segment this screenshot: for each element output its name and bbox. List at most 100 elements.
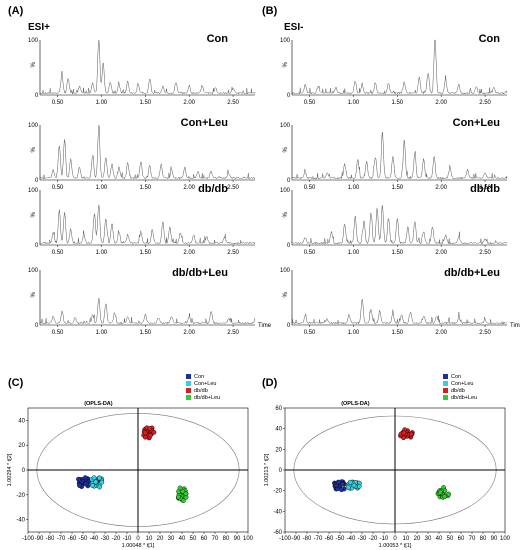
- x-tick-label: -80: [46, 536, 55, 542]
- y-tick-label: 100: [280, 38, 291, 44]
- data-point: [339, 481, 345, 487]
- y-tick-label: 100: [280, 123, 291, 129]
- x-tick-label: -50: [79, 536, 88, 542]
- data-point: [99, 479, 105, 485]
- x-tick-label: 1.00: [348, 185, 360, 191]
- data-point: [356, 483, 362, 489]
- x-tick-label: 10: [403, 536, 410, 542]
- panel-label-c: (C): [8, 377, 24, 389]
- y-axis-percent-label: %: [283, 292, 289, 298]
- y-tick-label: 0: [35, 93, 39, 99]
- x-tick-label: 1.50: [391, 100, 403, 106]
- legend-swatch: [443, 381, 448, 386]
- y-axis-title: 1.00294 * t[2]: [7, 453, 13, 486]
- x-tick-label: 1.00: [348, 330, 360, 336]
- x-tick-label: 1.00: [348, 250, 360, 256]
- legend-swatch: [186, 381, 191, 386]
- legend-label: Con+Leu: [451, 381, 473, 387]
- scatter-plot-group: (OPLS-DA)-100 -90 -80 -70 -60 -50 -40 -30 -20 -10…: [7, 374, 254, 549]
- y-tick-label: 100: [28, 268, 39, 274]
- x-axis-time-label: Time: [510, 323, 520, 329]
- ion-mode-label-a: ESI+: [28, 22, 50, 33]
- x-tick-label: 1.50: [139, 250, 151, 256]
- scatter-title: (OPLS-DA): [84, 401, 113, 407]
- y-tick-label: -20: [273, 489, 282, 495]
- chromatogram-trace-group: Con+Leu 100 0% 0.50 1.00 1.50 2.00 2.50: [280, 117, 508, 191]
- y-tick-label: -60: [273, 530, 282, 536]
- x-tick-label: -60: [68, 536, 77, 542]
- x-tick-label: 2.50: [479, 330, 491, 336]
- chromatogram-trace-line: [291, 39, 508, 95]
- x-tick-label: 2.50: [227, 250, 239, 256]
- chromatogram-trace-line: [291, 298, 508, 325]
- y-tick-label: 0: [35, 243, 39, 249]
- x-tick-label: -40: [347, 536, 356, 542]
- x-tick-label: 2.00: [435, 100, 447, 106]
- x-tick-label: 100: [500, 536, 511, 542]
- panel-label-d: (D): [262, 377, 278, 389]
- data-point: [83, 481, 89, 487]
- x-tick-label: 2.00: [183, 185, 195, 191]
- legend-label: db/db+Leu: [194, 395, 220, 401]
- x-tick-label: 2.00: [435, 330, 447, 336]
- panel-label-b: (B): [262, 5, 278, 17]
- x-tick-label: 90: [491, 536, 498, 542]
- x-tick-label: -10: [123, 536, 132, 542]
- x-tick-label: 2.50: [227, 100, 239, 106]
- x-tick-label: -100: [279, 536, 292, 542]
- x-tick-label: 2.50: [479, 100, 491, 106]
- chromatogram-trace-line: [39, 297, 256, 325]
- x-tick-label: 0.50: [304, 330, 316, 336]
- x-tick-label: -70: [57, 536, 66, 542]
- y-axis-percent-label: %: [31, 62, 37, 68]
- legend-swatch: [443, 374, 448, 379]
- x-tick-label: 0: [136, 536, 140, 542]
- scatter-area: (OPLS-DA)-100 -90 -80 -70 -60 -50 -40 -30 -20 -10…: [7, 374, 511, 549]
- x-tick-label: -20: [369, 536, 378, 542]
- data-point: [77, 483, 82, 488]
- chromatogram-trace-line: [39, 204, 256, 245]
- y-axis-percent-label: %: [283, 147, 289, 153]
- legend-label: Con+Leu: [194, 381, 216, 387]
- x-tick-label: 1.50: [139, 100, 151, 106]
- x-tick-label: 80: [480, 536, 487, 542]
- x-tick-label: 70: [212, 536, 219, 542]
- x-tick-label: 10: [146, 536, 153, 542]
- y-axis-percent-label: %: [31, 212, 37, 218]
- x-tick-label: -90: [35, 536, 44, 542]
- y-axis-percent-label: %: [283, 62, 289, 68]
- x-tick-label: 20: [157, 536, 164, 542]
- x-tick-label: 2.50: [227, 330, 239, 336]
- x-tick-label: 0.50: [304, 185, 316, 191]
- x-tick-label: 0.50: [304, 100, 316, 106]
- chromatogram-trace-group: db/db 100 0% 0.50 1.00 1.50 2.00 2.50: [28, 183, 256, 256]
- y-tick-label: -40: [16, 518, 25, 524]
- x-tick-label: 1.50: [391, 330, 403, 336]
- chromatogram-area: Con 100 0% 0.50 1.00 1.50 2.00 2.50 Con+Leu 100 0%…: [28, 33, 520, 336]
- x-tick-label: -50: [336, 536, 345, 542]
- x-tick-label: -30: [358, 536, 367, 542]
- trace-label: Con: [479, 33, 501, 45]
- y-tick-label: 0: [287, 178, 291, 184]
- x-tick-label: 1.00: [96, 100, 108, 106]
- y-tick-label: 20: [18, 443, 25, 449]
- y-tick-label: 0: [287, 93, 291, 99]
- x-tick-label: 60: [458, 536, 465, 542]
- x-tick-label: 50: [447, 536, 454, 542]
- x-tick-label: 0: [393, 536, 397, 542]
- x-tick-label: 2.00: [435, 185, 447, 191]
- x-tick-label: 1.00: [96, 330, 108, 336]
- x-tick-label: 0.50: [52, 330, 64, 336]
- trace-label: db/db: [470, 183, 500, 195]
- legend-swatch: [186, 374, 191, 379]
- legend-swatch: [186, 395, 191, 400]
- data-point: [442, 494, 448, 500]
- x-tick-label: 0.50: [52, 250, 64, 256]
- x-tick-label: -80: [303, 536, 312, 542]
- y-tick-label: 0: [35, 323, 39, 329]
- trace-label: db/db+Leu: [172, 267, 228, 279]
- data-point: [177, 485, 183, 491]
- scatter-title: (OPLS-DA): [341, 401, 370, 407]
- data-point: [183, 491, 189, 497]
- legend-label: Con: [194, 374, 204, 380]
